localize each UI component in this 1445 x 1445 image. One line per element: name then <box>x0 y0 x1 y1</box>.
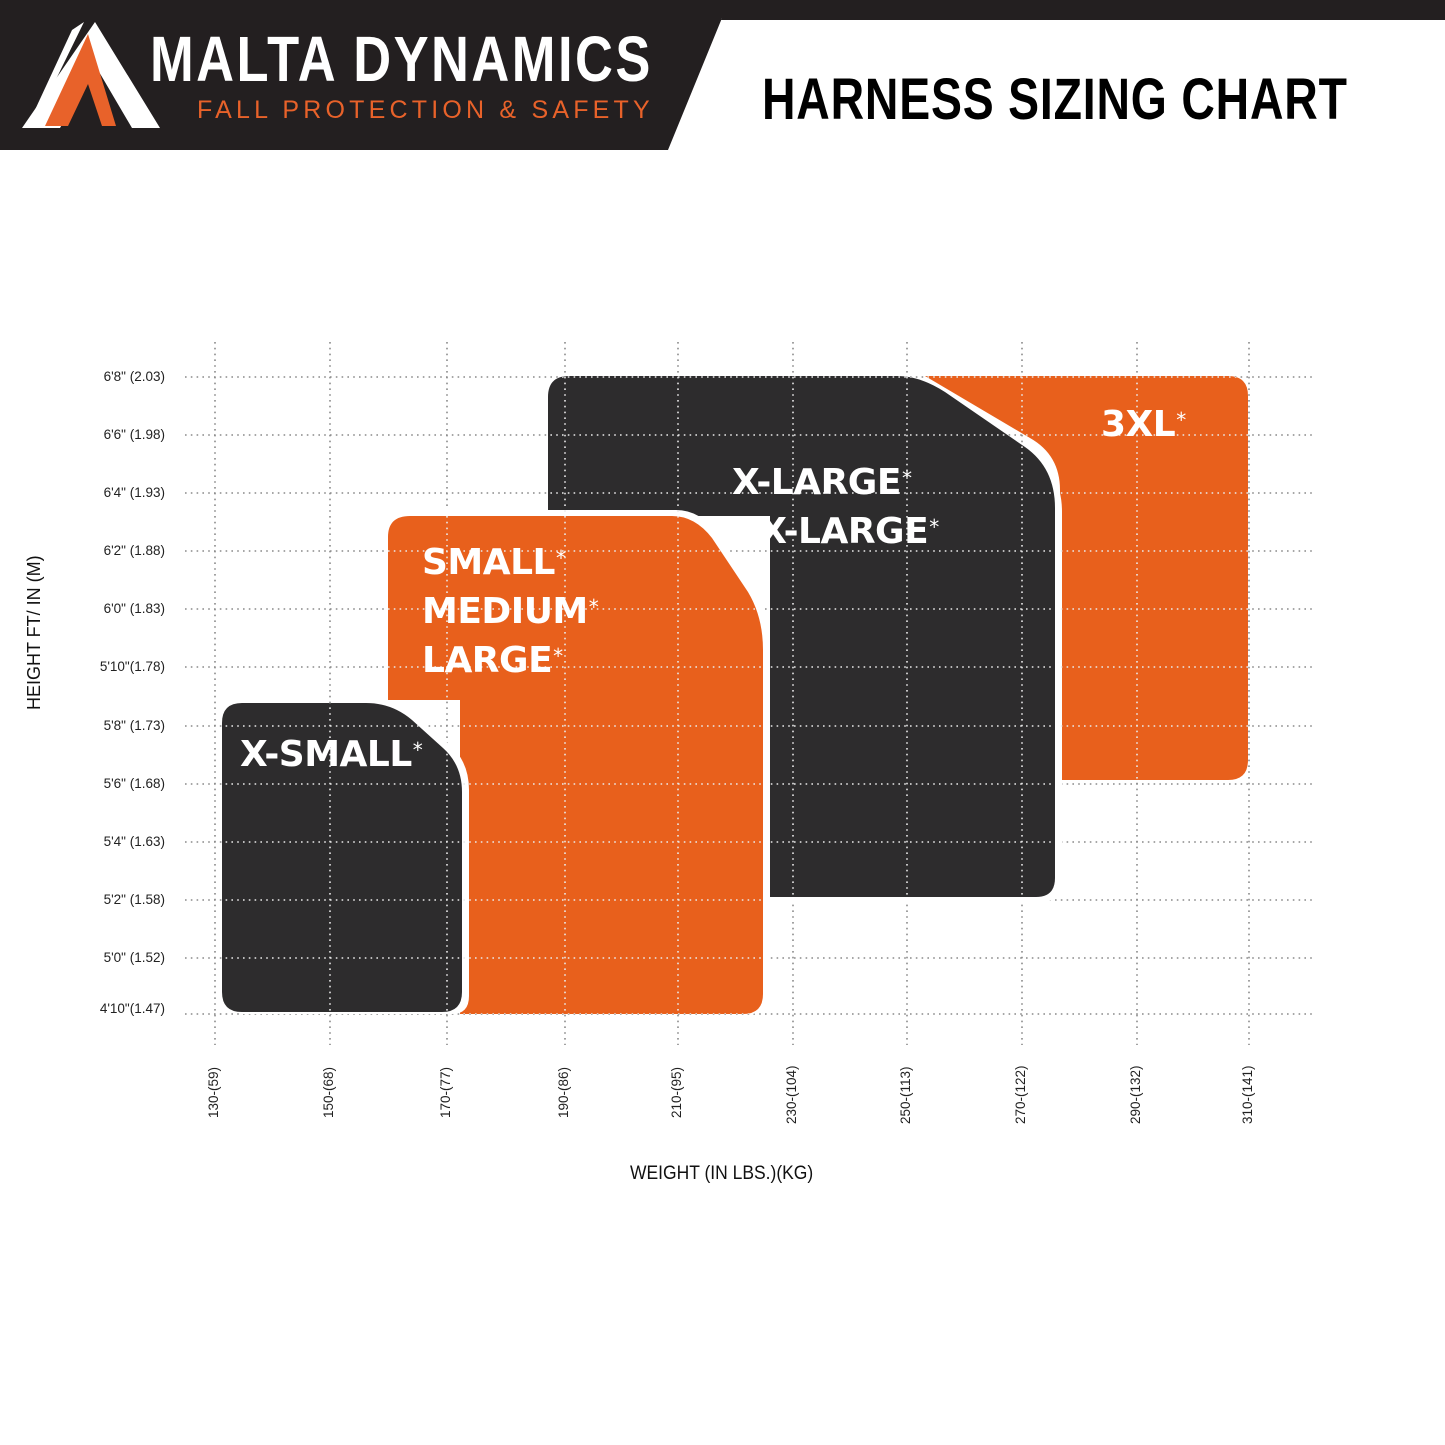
mountain-a-logo-icon <box>22 22 160 128</box>
x-tick: 170-(77) <box>438 1066 453 1118</box>
label-text: X-LARGE <box>732 462 901 503</box>
region-x-small <box>222 703 462 1012</box>
label-xl-xxl: X-LARGE* XX-LARGE* <box>732 458 939 556</box>
header-band <box>0 0 1445 150</box>
y-tick: 6'8" (2.03) <box>103 369 165 384</box>
label-x-small: X-SMALL* <box>240 730 423 779</box>
x-tick: 210-(95) <box>669 1066 684 1118</box>
label-text: X-SMALL <box>240 734 412 775</box>
y-tick: 6'6" (1.98) <box>103 427 165 442</box>
y-tick: 6'2" (1.88) <box>103 543 165 558</box>
chart-title: HARNESS SIZING CHART <box>762 67 1348 132</box>
region-small-medium-large <box>388 516 763 1014</box>
brand-name: MALTA DYNAMICS <box>150 23 653 95</box>
x-tick: 150-(68) <box>321 1066 336 1118</box>
x-tick: 130-(59) <box>206 1066 221 1118</box>
x-axis-label: WEIGHT (IN LBS.)(KG) <box>630 1163 814 1184</box>
asterisk: * <box>556 546 566 570</box>
y-axis-label: HEIGHT FT/ IN (M) <box>24 555 44 710</box>
asterisk: * <box>588 595 599 619</box>
brand-tagline: FALL PROTECTION & SAFETY <box>197 96 654 124</box>
x-tick: 270-(122) <box>1013 1065 1028 1124</box>
asterisk: * <box>929 515 939 539</box>
label-small-medium-large: SMALL* MEDIUM* LARGE* <box>422 538 599 685</box>
y-tick: 5'2" (1.58) <box>103 892 165 907</box>
x-tick: 310-(141) <box>1240 1065 1255 1124</box>
label-text: SMALL <box>422 542 556 583</box>
asterisk: * <box>412 738 423 762</box>
x-tick: 190-(86) <box>556 1066 571 1118</box>
y-tick: 6'0" (1.83) <box>103 601 165 616</box>
label-text: LARGE <box>422 640 553 681</box>
y-tick: 5'4" (1.63) <box>103 834 165 849</box>
y-tick: 5'0" (1.52) <box>103 950 165 965</box>
y-tick: 5'6" (1.68) <box>103 776 165 791</box>
label-3xl: 3XL* <box>1101 400 1186 449</box>
y-tick: 6'4" (1.93) <box>103 485 165 500</box>
y-tick: 4'10"(1.47) <box>99 1001 165 1016</box>
region-xl-xxl <box>548 376 1055 897</box>
asterisk: * <box>553 644 563 668</box>
x-tick: 250-(113) <box>898 1066 913 1124</box>
label-text: XX-LARGE <box>732 511 929 552</box>
x-tick: 290-(132) <box>1128 1065 1143 1124</box>
x-tick: 230-(104) <box>784 1065 799 1124</box>
y-tick: 5'8" (1.73) <box>103 718 165 733</box>
asterisk: * <box>901 466 912 490</box>
label-text: MEDIUM <box>422 591 588 632</box>
y-tick: 5'10"(1.78) <box>99 659 165 674</box>
region-3xl <box>925 376 1248 780</box>
label-text: 3XL <box>1101 404 1176 445</box>
asterisk: * <box>1176 408 1186 432</box>
